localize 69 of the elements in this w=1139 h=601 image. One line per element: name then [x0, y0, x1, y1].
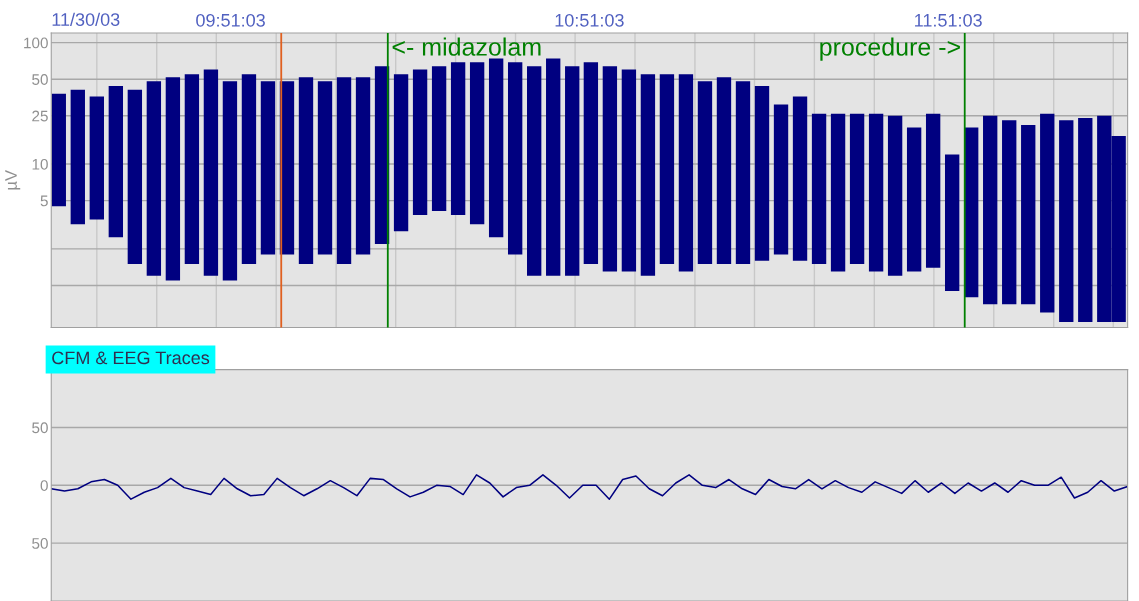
- bar: [469, 62, 485, 225]
- bar: [1021, 124, 1036, 305]
- y-tick-label: 25: [32, 110, 48, 122]
- line-series: [51, 474, 1128, 500]
- bar: [1002, 120, 1017, 305]
- bar: [146, 81, 162, 276]
- bar: [621, 69, 637, 272]
- text: 11/30/03: [52, 12, 120, 26]
- bar: [298, 77, 314, 265]
- bar: [754, 85, 770, 261]
- x-tick-label: 09:51:03: [196, 13, 265, 27]
- bar: [355, 77, 371, 255]
- bar: [906, 127, 922, 272]
- bar: [1059, 120, 1074, 322]
- bar: [849, 113, 865, 265]
- bar: [640, 74, 656, 276]
- bar: [678, 74, 694, 272]
- bar: [944, 154, 960, 291]
- bar: [811, 113, 827, 265]
- bar: [203, 69, 219, 276]
- ref-line-label: procedure ->: [820, 37, 960, 61]
- bar: [697, 81, 713, 265]
- bar: [488, 58, 504, 238]
- ref-line-label: <- midazolam: [392, 37, 541, 56]
- bar: [983, 115, 998, 305]
- bar: [716, 77, 732, 265]
- y-tick-label: 5: [40, 195, 48, 207]
- x-tick-label: 11:51:03: [915, 13, 982, 27]
- bar: [830, 113, 846, 272]
- bar: [127, 89, 143, 265]
- y-tick-label: 50: [32, 422, 48, 434]
- bar: [260, 81, 276, 255]
- bar: [565, 66, 580, 276]
- bar: [583, 62, 599, 265]
- y-tick-label: 100: [24, 37, 48, 49]
- y-axis-title: µV: [5, 170, 21, 190]
- bar: [735, 81, 751, 265]
- y-tick-label: 10: [32, 158, 48, 170]
- bar: [241, 74, 257, 265]
- bar: [431, 66, 447, 212]
- bar: [1078, 117, 1093, 322]
- bar: [546, 58, 561, 276]
- bar: [51, 93, 66, 207]
- y-tick-label: 50: [32, 538, 48, 549]
- bar: [412, 69, 428, 216]
- bar: [89, 96, 104, 220]
- bar: [773, 104, 789, 255]
- bar: [925, 113, 941, 268]
- bar: [450, 62, 466, 216]
- y-tick-label: 0: [40, 480, 48, 491]
- bar: [336, 77, 352, 265]
- bar: [184, 74, 200, 265]
- x-tick-label: 10:51:03: [555, 13, 624, 27]
- bar: [222, 81, 238, 281]
- bar: [507, 62, 523, 255]
- bar: [527, 66, 542, 276]
- bar: [792, 96, 808, 261]
- bar: [317, 81, 333, 255]
- bar: [108, 85, 124, 238]
- bar: [393, 74, 409, 232]
- bar: [868, 113, 884, 272]
- bar: [602, 66, 618, 272]
- chart-title: CFM & EEG Traces: [52, 351, 210, 365]
- bar: [887, 115, 903, 276]
- bar: [70, 89, 85, 225]
- y-tick-label: 50: [32, 74, 48, 85]
- bar: [1040, 113, 1055, 313]
- bar: [659, 74, 675, 265]
- bar: [165, 77, 181, 281]
